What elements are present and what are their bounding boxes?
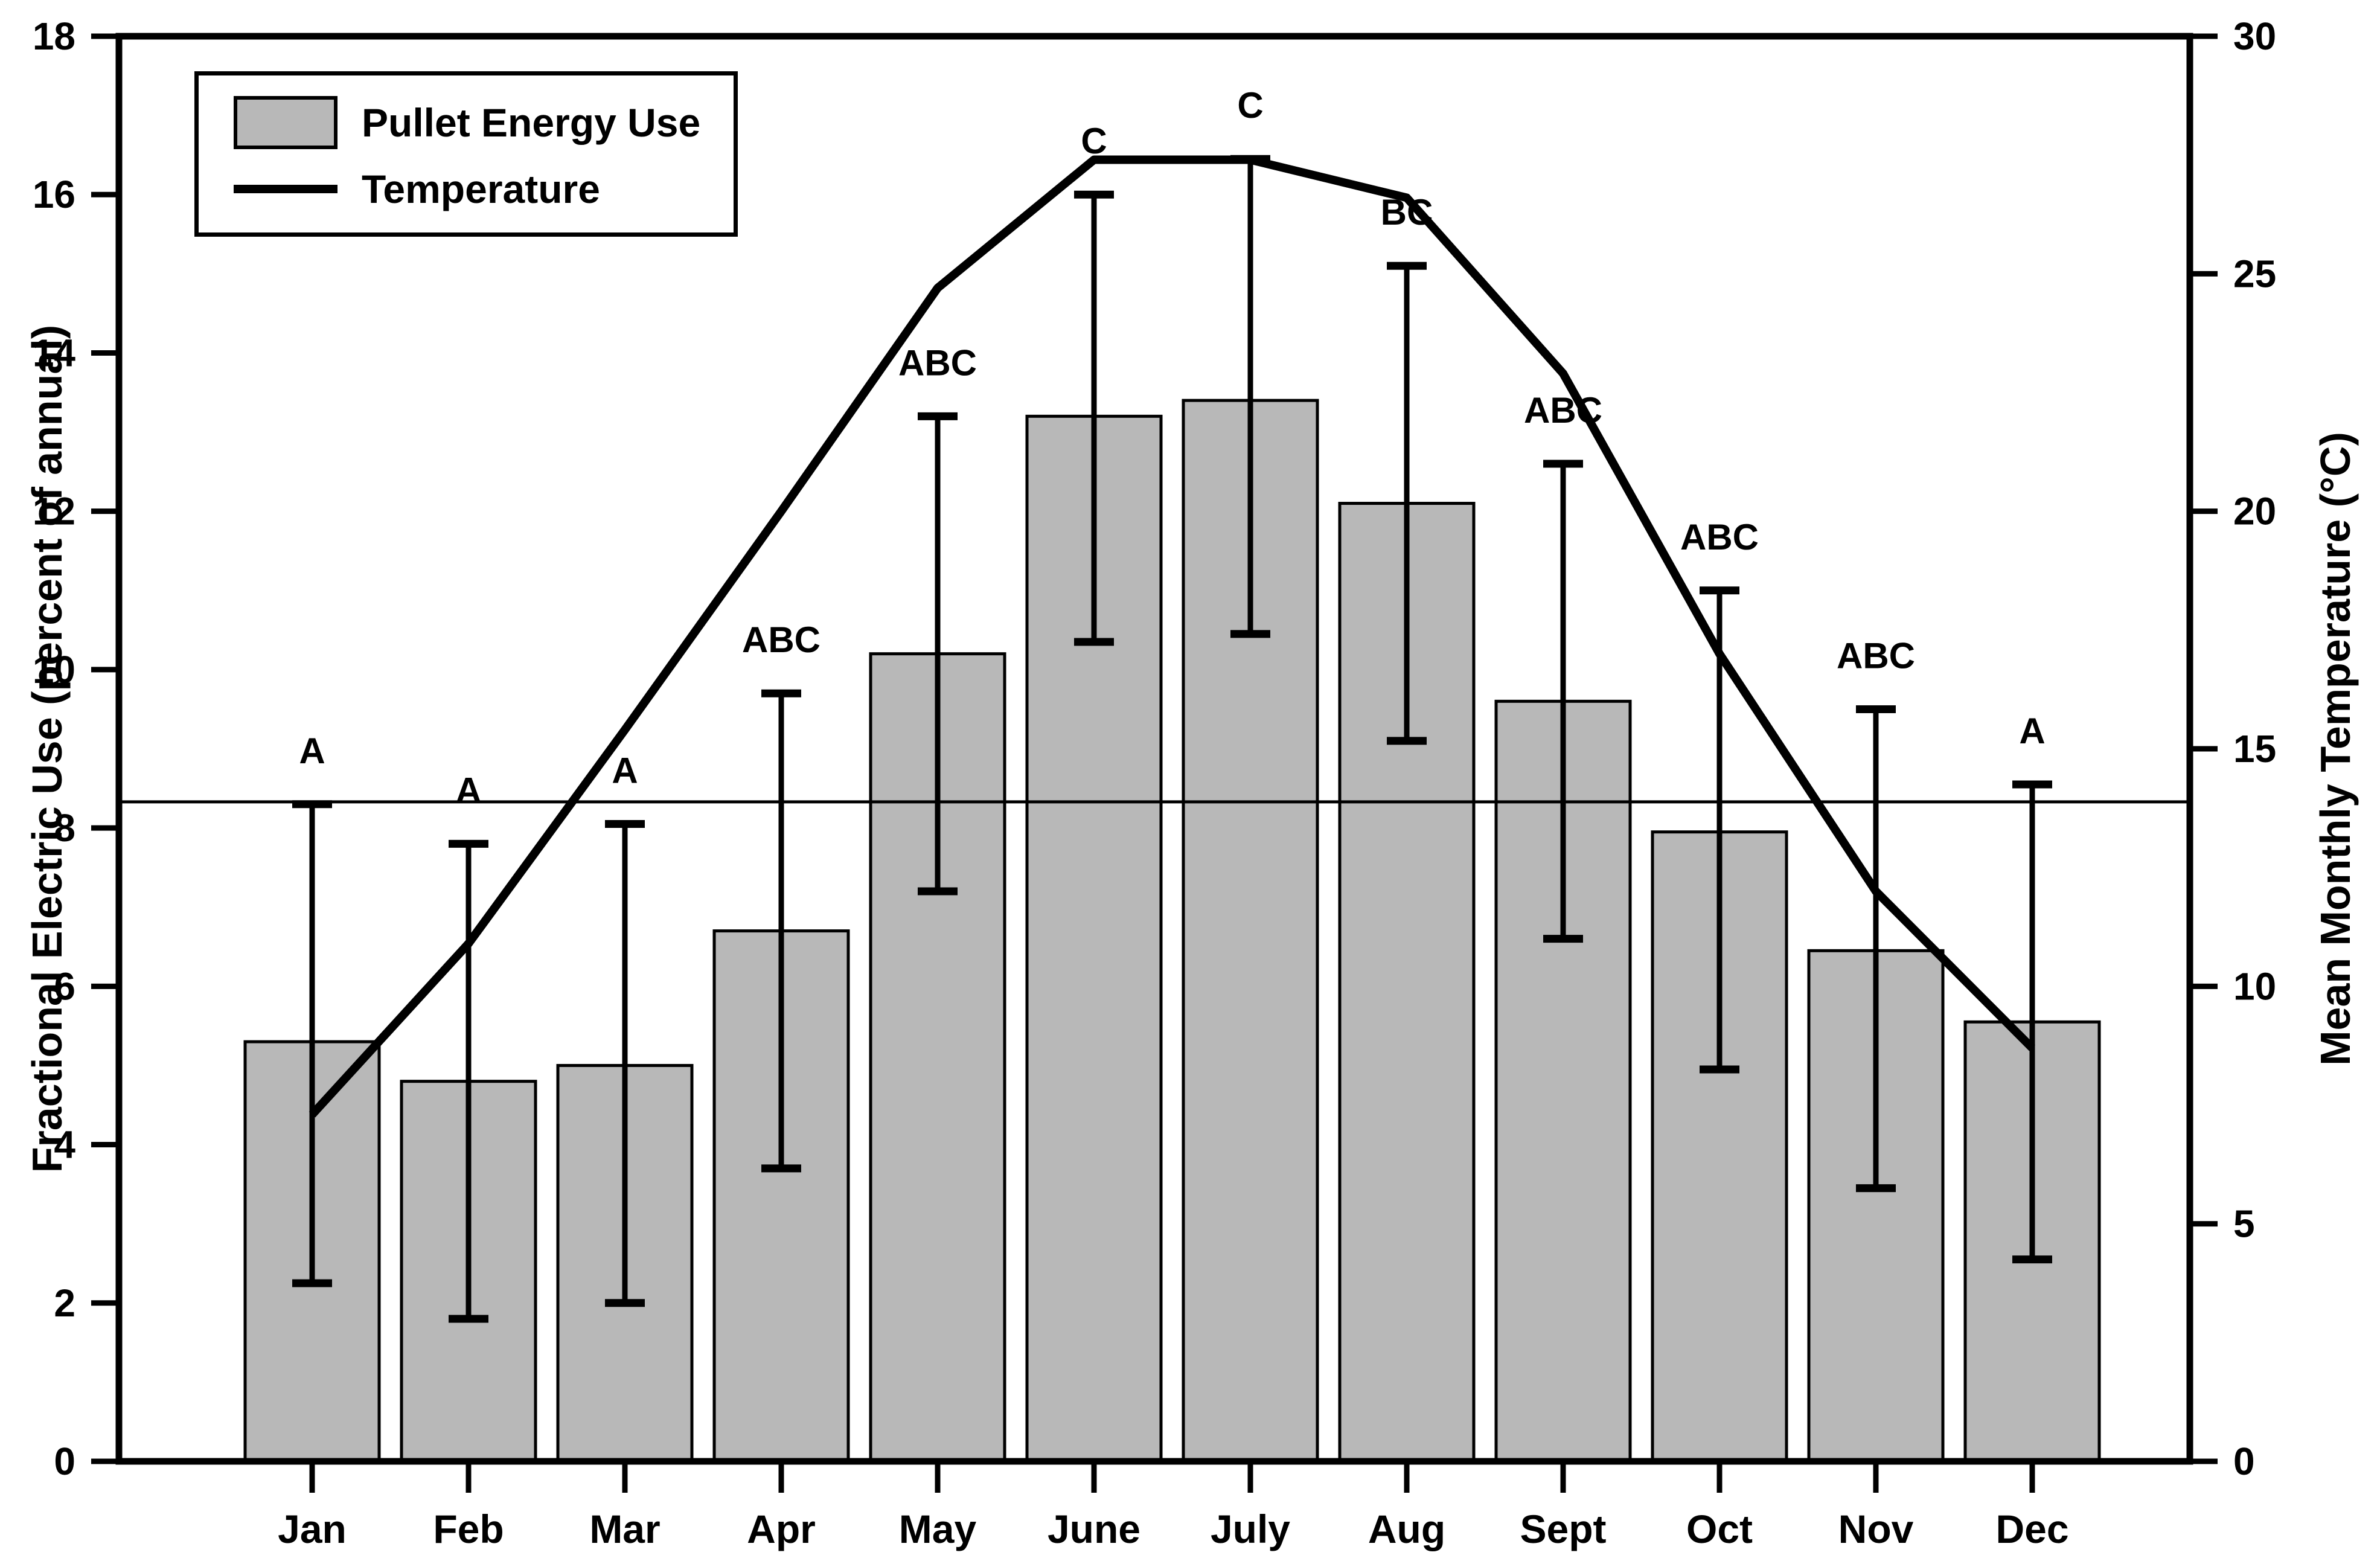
right-tick-label-30: 30	[2233, 14, 2276, 58]
left-tick-label-16: 16	[33, 173, 75, 216]
right-tick-label-0: 0	[2233, 1440, 2255, 1483]
significance-letter-feb: A	[455, 770, 481, 810]
left-tick-label-10: 10	[33, 648, 75, 691]
left-tick-label-6: 6	[54, 964, 75, 1008]
x-tick-label-jan: Jan	[278, 1507, 347, 1551]
significance-letter-may: ABC	[898, 342, 977, 383]
x-tick-label-feb: Feb	[433, 1507, 504, 1551]
left-tick-label-4: 4	[54, 1123, 75, 1167]
x-tick-label-oct: Oct	[1686, 1507, 1753, 1551]
left-axis-title: Fractional Electric Use (percent of annu…	[24, 324, 71, 1173]
right-tick-label-20: 20	[2233, 490, 2276, 533]
x-tick-label-sept: Sept	[1520, 1507, 1606, 1551]
left-tick-label-12: 12	[33, 490, 75, 533]
significance-letter-july: C	[1237, 85, 1263, 126]
right-tick-label-15: 15	[2233, 727, 2276, 771]
significance-letter-jan: A	[299, 731, 325, 771]
left-tick-label-8: 8	[54, 806, 75, 850]
x-tick-label-june: June	[1048, 1507, 1140, 1551]
x-tick-label-mar: Mar	[589, 1507, 660, 1551]
legend: Pullet Energy Use Temperature	[194, 71, 738, 237]
right-tick-label-10: 10	[2233, 964, 2276, 1008]
left-tick-label-0: 0	[54, 1440, 75, 1483]
significance-letter-mar: A	[612, 751, 638, 791]
x-tick-label-may: May	[899, 1507, 977, 1551]
left-tick-label-18: 18	[33, 14, 75, 58]
x-tick-label-nov: Nov	[1838, 1507, 1914, 1551]
left-tick-label-14: 14	[33, 331, 76, 374]
legend-item-temperature: Temperature	[234, 166, 734, 212]
x-tick-label-aug: Aug	[1368, 1507, 1445, 1551]
legend-label: Pullet Energy Use	[362, 100, 701, 145]
right-tick-label-5: 5	[2233, 1202, 2255, 1246]
right-tick-label-25: 25	[2233, 252, 2276, 295]
bar-swatch-icon	[234, 96, 337, 149]
legend-label: Temperature	[362, 167, 600, 211]
significance-letter-nov: ABC	[1837, 635, 1915, 676]
legend-item-pullet-energy-use: Pullet Energy Use	[234, 96, 734, 149]
x-tick-label-july: July	[1211, 1507, 1290, 1551]
right-axis-title: Mean Monthly Temperature (°C)	[2312, 432, 2359, 1066]
significance-letter-june: C	[1081, 121, 1107, 161]
x-tick-label-dec: Dec	[1995, 1507, 2068, 1551]
left-tick-label-2: 2	[54, 1281, 75, 1325]
significance-letter-dec: A	[2019, 711, 2045, 751]
temperature-line	[309, 155, 2035, 1118]
significance-letter-oct: ABC	[1680, 517, 1759, 557]
x-tick-label-apr: Apr	[747, 1507, 816, 1551]
significance-letter-apr: ABC	[742, 620, 821, 660]
line-swatch-icon	[234, 185, 337, 193]
